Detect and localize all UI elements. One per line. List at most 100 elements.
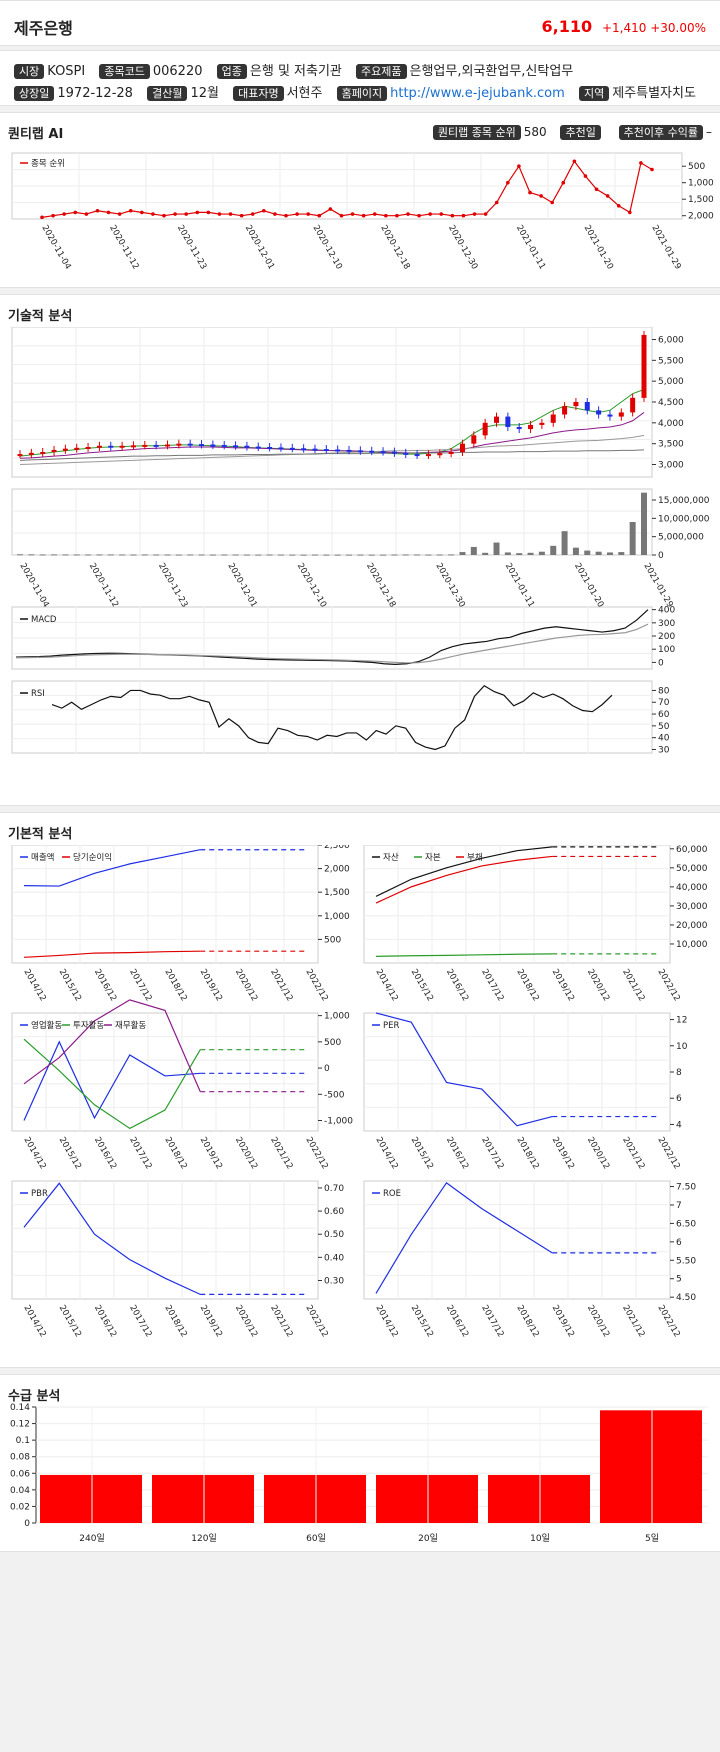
rsi-y-tick-label: 60 (658, 710, 670, 720)
volume-bar (618, 552, 625, 555)
macd-y-tick-label: 300 (658, 619, 675, 629)
supply-x-tick-label: 10일 (530, 1533, 550, 1544)
cashflow-y-tick-label: 1,000 (324, 1012, 350, 1022)
macd-y-tick-label: 100 (658, 645, 675, 655)
volume-bar (584, 550, 591, 555)
market-label: 시장 (14, 64, 45, 79)
volume-bar (243, 554, 250, 556)
cashflow-x-tick-label: 2020/12 (233, 1136, 259, 1172)
cashflow-line (23, 999, 201, 1092)
roe-y-tick-label: 7.50 (676, 1183, 696, 1193)
balance-line (375, 855, 553, 904)
candle-body (164, 444, 170, 447)
rec-return-label: 추천이후 수익률 (618, 125, 703, 140)
volume-bar (448, 554, 455, 556)
fundamental-charts: 500 1,000 1,500 2,000 2,500 매출액 당기순이익 2014/12 20… (11, 845, 708, 1340)
rank-point (483, 212, 488, 216)
balance-x-tick-label: 2015/12 (409, 968, 435, 1004)
cashflow-x-tick-label: 2022/12 (303, 1136, 329, 1172)
volume-bar (119, 554, 126, 556)
candle-body (199, 444, 205, 447)
cashflow-x-tick-label: 2021/12 (268, 1136, 294, 1172)
rank-point (406, 212, 410, 216)
rank-y-tick-label: 500 (688, 162, 705, 172)
sales-x-tick-label: 2017/12 (127, 968, 153, 1004)
roe-y-tick-label: 6.50 (676, 1219, 696, 1229)
volume-bar (538, 551, 545, 555)
homepage-link[interactable]: http://www.e-jejubank.com (390, 86, 565, 101)
rank-x-tick-label: 2020-11-12 (107, 224, 140, 272)
cashflow-y-tick-label: 0 (324, 1064, 330, 1074)
sales-x-tick-label: 2015/12 (57, 968, 83, 1004)
market-value: KOSPI (47, 64, 86, 79)
volume-bar (175, 554, 182, 556)
rank-point (328, 207, 333, 211)
candle-body (17, 454, 23, 457)
rank-x-tick-label: 2020-12-30 (446, 224, 479, 272)
volume-bar (221, 554, 228, 556)
info-row-1: 시장 KOSPI 종목코드 006220 업종 은행 및 저축기관 주요제품 은행업무,… (14, 60, 583, 79)
volume-bar (595, 551, 602, 555)
per-x-tick-label: 2021/12 (620, 1136, 646, 1172)
volume-bar (164, 554, 171, 556)
balance-legend-label: 부채 (467, 852, 483, 863)
volume-bar (141, 554, 148, 556)
supply-y-tick-label: 0.14 (10, 1403, 30, 1413)
volume-bar (391, 554, 398, 556)
per-legend-label: PER (383, 1021, 399, 1031)
candle-body (459, 443, 465, 452)
candle-body (437, 453, 443, 456)
roe-y-tick-label: 7 (676, 1201, 682, 1211)
candle-ma20-line (19, 412, 645, 459)
volume-bar (73, 554, 80, 556)
rank-point (117, 212, 122, 216)
supply-x-tick-label: 60일 (306, 1533, 326, 1544)
info-row-2: 상장일 1972-12-28 결산월 12월 대표자명 서현주 홈페이지 http://… (14, 82, 706, 101)
rank-y-tick-label: 1,500 (688, 195, 714, 205)
cashflow-y-tick-label: -500 (324, 1090, 345, 1100)
macd-legend-label: MACD (31, 615, 57, 625)
rank-point (73, 210, 78, 215)
rank-point (140, 210, 144, 215)
products-label: 주요제품 (356, 64, 407, 79)
cashflow-y-tick-label: -1,000 (324, 1117, 353, 1127)
supply-card: 수급 분석 0 0.02 0.04 0.06 0.08 0.1 0.12 0.14 240일 12… (0, 1374, 720, 1552)
volume-bar (187, 554, 194, 556)
roe-x-tick-label: 2016/12 (444, 1304, 470, 1340)
rank-point (195, 210, 200, 215)
rank-y-tick-label: 1,000 (688, 179, 714, 189)
cashflow-line (23, 1040, 201, 1121)
industry-label: 업종 (216, 64, 247, 79)
current-price: 6,110 (541, 17, 593, 36)
rsi-y-tick-label: 50 (658, 722, 670, 732)
balance-x-tick-label: 2016/12 (444, 968, 470, 1004)
volume-bar (62, 554, 69, 556)
pbr-y-tick-label: 0.30 (324, 1276, 344, 1286)
candle-body (119, 445, 125, 448)
roe-x-tick-label: 2014/12 (373, 1304, 399, 1340)
tech-x-tick-label: 2020-11-23 (156, 562, 189, 610)
cashflow-legend-label: 재무활동 (115, 1020, 146, 1031)
candle-body (301, 448, 307, 451)
roe-y-tick-label: 5 (676, 1275, 682, 1285)
rank-point (173, 212, 177, 216)
pbr-y-tick-label: 0.50 (324, 1230, 344, 1240)
technical-title: 기술적 분석 (8, 309, 73, 324)
candle-body (573, 402, 579, 407)
rank-point (217, 212, 222, 216)
listed-value: 1972-12-28 (57, 86, 133, 101)
tech-x-tick-label: 2021-01-20 (572, 562, 605, 610)
volume-bar (289, 554, 296, 556)
volume-bar (334, 554, 341, 556)
candle-body (403, 452, 409, 455)
rank-point (628, 210, 632, 215)
volume-bar (107, 554, 114, 556)
rank-chart: 500 1,000 1,500 2,000 종목 순위 2020-11-04 2020-11… (11, 152, 714, 272)
tech-x-tick-label: 2020-11-12 (87, 562, 120, 610)
balance-x-tick-label: 2019/12 (550, 968, 576, 1004)
cashflow-legend-label: 영업활동 (31, 1020, 62, 1031)
candle-body (278, 447, 284, 450)
balance-y-tick-label: 40,000 (676, 883, 708, 893)
roe-x-tick-label: 2017/12 (479, 1304, 505, 1340)
rsi-line (51, 684, 613, 751)
